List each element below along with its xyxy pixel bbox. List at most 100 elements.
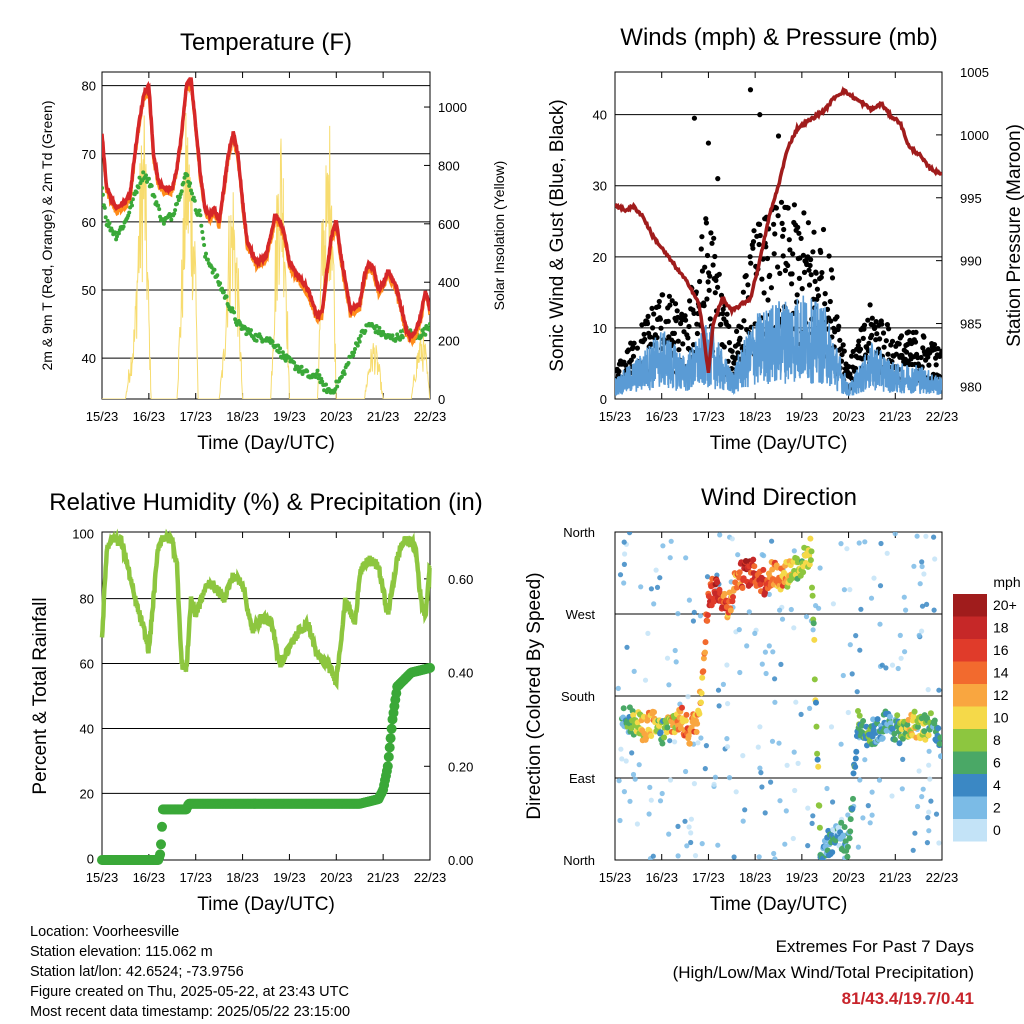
temp-y2-tick-label: 0 [438, 392, 445, 407]
gust-point [865, 317, 871, 323]
gust-point [747, 87, 754, 93]
gust-point [869, 315, 875, 321]
direction-point [869, 789, 875, 795]
gust-point [720, 311, 726, 317]
gust-point [757, 221, 763, 227]
gust-point [768, 285, 775, 291]
direction-point [683, 711, 690, 718]
colorbar-label: 2 [993, 800, 1001, 816]
wind-speed-line [615, 295, 942, 397]
direction-point [757, 765, 763, 771]
gust-point [691, 115, 698, 121]
wind-y2-axis-label: Station Pressure (Maroon) [1004, 124, 1024, 347]
gust-point [675, 338, 681, 344]
direction-point [924, 601, 930, 608]
direction-point [760, 566, 767, 573]
direction-point [772, 856, 778, 860]
gust-point [846, 364, 852, 370]
direction-point [895, 665, 901, 672]
temp-y2-axis-label: Solar Insolation (Yellow) [491, 161, 507, 311]
gust-point [789, 281, 795, 287]
wind-y2-tick-label: 990 [960, 254, 982, 269]
gust-point [836, 323, 842, 329]
gust-point [801, 210, 807, 216]
gust-point [750, 239, 757, 245]
gust-point [641, 331, 647, 337]
direction-point [915, 803, 921, 810]
direction-point [683, 768, 689, 775]
direction-point [803, 614, 810, 620]
direction-point [830, 799, 836, 805]
gust-point [796, 230, 802, 236]
direction-point [627, 532, 633, 536]
direction-point [867, 820, 873, 826]
wind-x-tick-label: 22/23 [926, 409, 959, 424]
dewpoint-point [212, 267, 217, 272]
dewpoint-point [351, 353, 356, 358]
direction-point [730, 594, 736, 600]
direction-point [666, 831, 672, 837]
temp-x-tick-label: 17/23 [179, 409, 212, 424]
direction-point [651, 709, 657, 716]
direction-point [847, 587, 853, 593]
direction-point [725, 701, 731, 707]
dir-series-group [615, 532, 942, 860]
gust-point [795, 224, 801, 230]
gust-point [780, 253, 786, 259]
direction-point [841, 824, 848, 830]
direction-point [736, 569, 743, 576]
colorbar-label: 12 [993, 687, 1009, 703]
direction-point [686, 740, 693, 747]
dewpoint-point [244, 332, 249, 337]
gust-point [686, 323, 692, 330]
direction-point [887, 713, 893, 720]
direction-point [739, 585, 746, 591]
dewpoint-point [121, 224, 126, 229]
direction-point [838, 741, 844, 747]
gust-point [756, 241, 762, 248]
gust-point [873, 337, 879, 343]
gust-point [860, 335, 866, 341]
gust-point [772, 231, 778, 237]
gust-point [720, 306, 726, 312]
wind-title: Winds (mph) & Pressure (mb) [620, 24, 937, 51]
dewpoint-point [190, 191, 194, 196]
direction-point [883, 665, 889, 671]
direction-point [809, 592, 816, 599]
direction-point [615, 685, 621, 692]
direction-point [928, 798, 934, 804]
direction-point [883, 727, 890, 734]
gust-point [634, 345, 641, 351]
gust-point [761, 290, 767, 296]
direction-point [916, 632, 922, 639]
direction-point [776, 740, 782, 746]
colorbar-swatch [953, 796, 987, 819]
dewpoint-point [141, 170, 146, 175]
colorbar-swatch [953, 774, 987, 797]
direction-point [630, 712, 637, 719]
gust-point [828, 318, 834, 324]
direction-point [726, 775, 733, 781]
direction-point [901, 594, 907, 600]
direction-point [731, 854, 737, 860]
gust-point [822, 301, 828, 307]
gust-point [705, 140, 712, 146]
direction-point [631, 668, 637, 675]
dewpoint-point [353, 347, 357, 351]
gust-point [767, 272, 773, 278]
direction-point [657, 729, 664, 736]
dir-x-tick-label: 15/23 [599, 870, 632, 885]
colorbar-swatch [953, 616, 987, 639]
rh-x-tick-label: 18/23 [226, 870, 259, 885]
gust-point [682, 313, 688, 319]
direction-point [717, 532, 723, 538]
dewpoint-point [339, 374, 344, 379]
direction-point [766, 591, 772, 598]
direction-point [653, 567, 659, 573]
gust-point [674, 308, 680, 314]
dewpoint-point [154, 200, 159, 205]
gust-point [780, 233, 786, 239]
gust-point [849, 353, 855, 359]
dewpoint-point [204, 251, 208, 256]
direction-point [850, 770, 857, 777]
